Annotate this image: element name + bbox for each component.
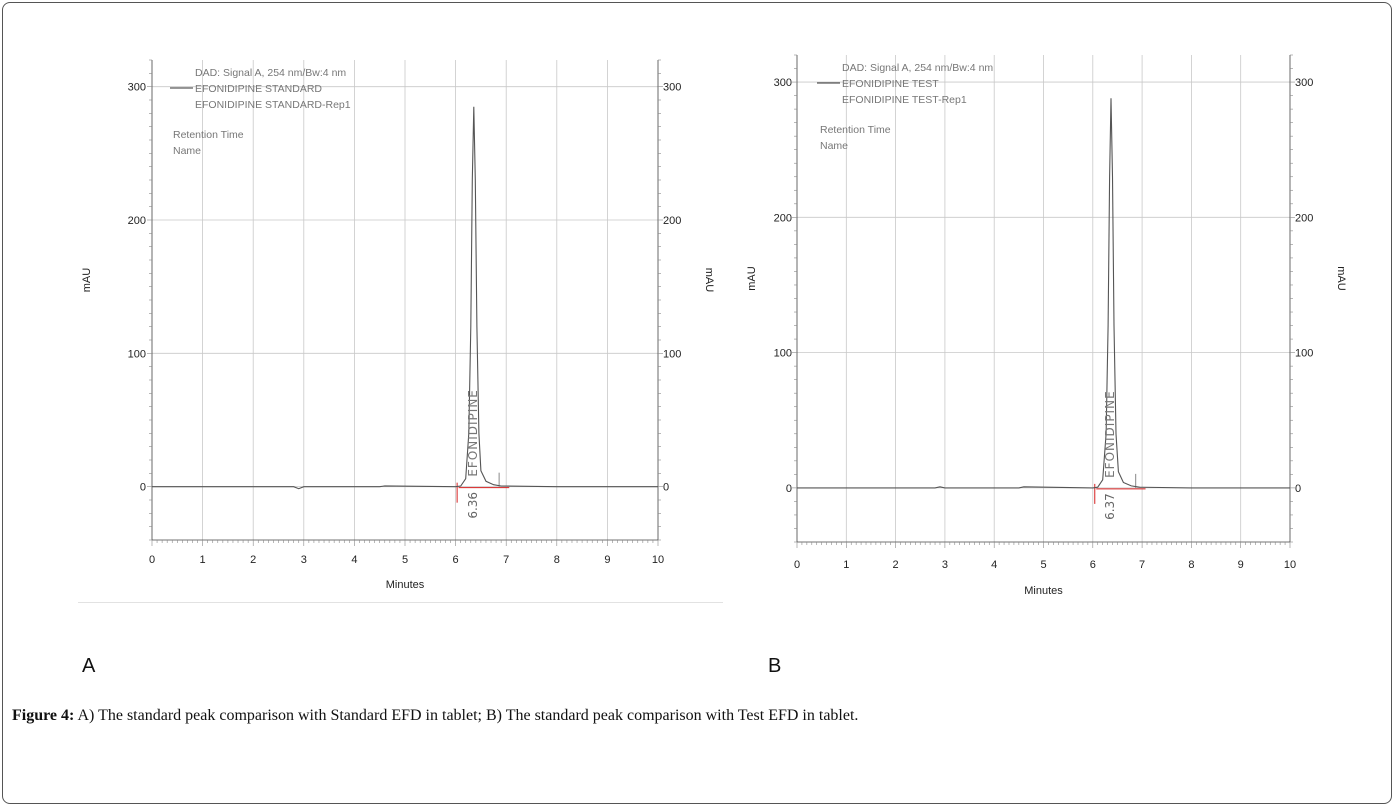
legend-entry: EFONIDIPINE STANDARD <box>195 83 322 95</box>
x-tick-label: 1 <box>200 554 206 566</box>
panel-a-separator <box>78 602 723 603</box>
y-tick-label-right: 200 <box>1295 212 1313 224</box>
y-axis-title-right: mAU <box>1335 266 1347 291</box>
panel-letter-a: A <box>82 655 96 677</box>
x-tick-label: 9 <box>604 554 610 566</box>
x-tick-label: 0 <box>794 559 800 571</box>
x-tick-label: 4 <box>991 559 997 571</box>
x-tick-label: 2 <box>250 554 256 566</box>
y-tick-label-right: 0 <box>1295 483 1301 495</box>
y-tick-label-left: 300 <box>128 82 146 94</box>
y-tick-label-left: 0 <box>786 483 792 495</box>
legend-entry: EFONIDIPINE TEST-Rep1 <box>842 94 967 106</box>
chromatogram-trace <box>797 98 1290 489</box>
grid <box>797 55 1290 542</box>
x-tick-label: 2 <box>893 559 899 571</box>
x-axis-title: Minutes <box>1024 585 1063 597</box>
legend-entry: EFONIDIPINE TEST <box>842 78 939 90</box>
figure-label: Figure 4: <box>12 707 75 724</box>
legend-entry: DAD: Signal A, 254 nm/Bw:4 nm <box>195 67 346 79</box>
peak-name-label: EFONIDIPINE <box>1103 390 1117 478</box>
x-tick-label: 4 <box>351 554 357 566</box>
x-tick-label: 7 <box>1139 559 1145 571</box>
y-tick-label-left: 200 <box>128 215 146 227</box>
y-tick-label-left: 100 <box>774 348 792 360</box>
y-tick-label-left: 300 <box>774 77 792 89</box>
x-tick-label: 10 <box>652 554 664 566</box>
figure-caption-text: A) The standard peak comparison with Sta… <box>74 707 859 724</box>
x-tick-label: 10 <box>1284 559 1296 571</box>
x-tick-label: 6 <box>1090 559 1096 571</box>
y-axis-title-left: mAU <box>81 268 93 293</box>
legend-entry: Retention Time <box>820 124 891 136</box>
x-tick-label: 6 <box>453 554 459 566</box>
x-tick-label: 3 <box>942 559 948 571</box>
x-axis-title: Minutes <box>386 579 425 591</box>
y-tick-label-left: 100 <box>128 348 146 360</box>
legend-entry: Name <box>173 145 201 157</box>
peak-name-label: EFONIDIPINE <box>466 389 480 477</box>
y-tick-label-right: 200 <box>663 215 681 227</box>
x-tick-label: 5 <box>402 554 408 566</box>
x-tick-label: 5 <box>1040 559 1046 571</box>
y-tick-label-right: 100 <box>1295 348 1313 360</box>
y-tick-label-left: 200 <box>774 212 792 224</box>
panel-letter-b: B <box>768 655 782 677</box>
x-tick-label: 8 <box>554 554 560 566</box>
peak-retention-time-label: 6.36 <box>466 492 480 519</box>
figure-caption: Figure 4: A) The standard peak compariso… <box>12 707 858 725</box>
legend-entry: Name <box>820 140 848 152</box>
legend-entry: Retention Time <box>173 129 244 141</box>
y-tick-label-left: 0 <box>140 482 146 494</box>
y-axis-title-right: mAU <box>703 268 715 293</box>
peak-retention-time-label: 6.37 <box>1103 493 1117 520</box>
x-tick-label: 8 <box>1188 559 1194 571</box>
x-tick-label: 7 <box>503 554 509 566</box>
x-tick-label: 0 <box>149 554 155 566</box>
legend-entry: EFONIDIPINE STANDARD-Rep1 <box>195 99 351 111</box>
y-tick-label-right: 0 <box>663 482 669 494</box>
legend: DAD: Signal A, 254 nm/Bw:4 nm EFONIDIPINE… <box>170 67 351 157</box>
y-tick-label-right: 100 <box>663 348 681 360</box>
y-tick-label-right: 300 <box>1295 77 1313 89</box>
chromatogram-trace <box>152 106 658 490</box>
y-tick-label-right: 300 <box>663 82 681 94</box>
x-tick-label: 1 <box>843 559 849 571</box>
x-tick-label: 3 <box>301 554 307 566</box>
y-axis-title-left: mAU <box>746 266 758 291</box>
legend: DAD: Signal A, 254 nm/Bw:4 nm EFONIDIPINE… <box>817 62 993 152</box>
legend-entry: DAD: Signal A, 254 nm/Bw:4 nm <box>842 62 993 74</box>
x-tick-label: 9 <box>1238 559 1244 571</box>
